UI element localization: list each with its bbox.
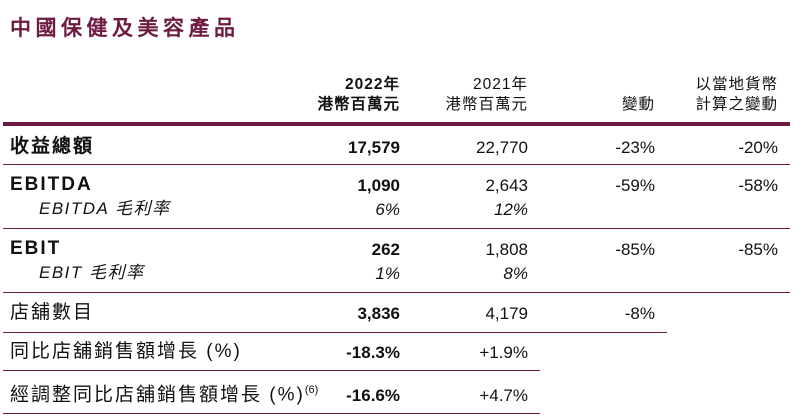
adjusted-sssg-label: 經調整同比店舖銷售額增長 (%)(6) xyxy=(3,370,318,415)
ebit-margin-label: EBIT 毛利率 xyxy=(3,260,253,293)
ebitda-margin-label: EBITDA 毛利率 xyxy=(3,196,253,229)
empty-cell xyxy=(540,333,667,371)
empty-cell xyxy=(667,196,790,229)
empty-cell xyxy=(667,260,790,293)
row-ebit-margin: EBIT 毛利率 1% 8% xyxy=(3,260,790,293)
empty-cell xyxy=(540,371,667,414)
sssg-2021-value: +1.9% xyxy=(412,332,540,371)
header-local-change: 以當地貨幣 計算之變動 xyxy=(667,75,790,126)
footnote-marker: (6) xyxy=(304,384,319,396)
header-2021: 2021年 港幣百萬元 xyxy=(412,75,540,126)
empty-cell xyxy=(540,196,667,229)
empty-cell xyxy=(540,260,667,293)
empty-cell xyxy=(667,333,790,371)
revenue-change-value: -23% xyxy=(540,124,667,165)
revenue-label: 收益總額 xyxy=(3,124,253,165)
sssg-2022-value: -18.3% xyxy=(253,332,412,371)
header-2022-year: 2022年 xyxy=(345,76,400,93)
empty-cell xyxy=(667,293,790,333)
adjusted-sssg-2021-value: +4.7% xyxy=(412,370,540,415)
adjusted-sssg-label-text: 經調整同比店舖銷售額增長 (%) xyxy=(10,384,305,406)
row-sssg: 同比店舖銷售額增長 (%) -18.3% +1.9% xyxy=(3,332,790,371)
ebit-label: EBIT xyxy=(10,238,62,259)
ebit-2022-value: 262 xyxy=(371,240,400,259)
header-2022: 2022年 港幣百萬元 xyxy=(253,75,412,126)
ebit-margin-2022-value: 1% xyxy=(253,260,412,293)
section-title: 中國保健及美容產品 xyxy=(10,17,240,40)
header-2022-unit: 港幣百萬元 xyxy=(317,96,400,113)
store-count-change-value: -8% xyxy=(540,292,667,333)
ebit-local-change-value: -85% xyxy=(738,240,778,259)
ebitda-change-value: -59% xyxy=(615,176,655,195)
header-local-change-line1: 以當地貨幣 xyxy=(695,76,778,93)
header-change: 變動 xyxy=(540,75,667,126)
row-ebitda-margin: EBITDA 毛利率 6% 12% xyxy=(3,196,790,229)
ebitda-2021-value: 2,643 xyxy=(485,176,528,195)
header-change-label: 變動 xyxy=(621,96,655,113)
empty-cell xyxy=(667,371,790,414)
ebitda-2022-value: 1,090 xyxy=(357,176,400,195)
row-revenue: 收益總額 17,579 22,770 -23% -20% xyxy=(3,124,790,165)
ebitda-margin-2021-value: 12% xyxy=(412,196,540,229)
report-section: 中國保健及美容產品 2022年 港幣百萬元 2021年 港幣百萬元 變動 xyxy=(0,12,806,415)
header-2021-unit: 港幣百萬元 xyxy=(445,96,528,113)
revenue-2022-value: 17,579 xyxy=(253,124,412,165)
header-local-change-line2: 計算之變動 xyxy=(695,96,778,113)
sssg-label: 同比店舖銷售額增長 (%) xyxy=(3,332,253,371)
row-store-count: 店舖數目 3,836 4,179 -8% xyxy=(3,292,790,333)
header-label-spacer xyxy=(3,75,253,126)
ebit-2021-value: 1,808 xyxy=(485,240,528,259)
store-count-2021-value: 4,179 xyxy=(412,292,540,333)
ebit-margin-2021-value: 8% xyxy=(412,260,540,293)
header-2021-year: 2021年 xyxy=(473,76,528,93)
ebitda-local-change-value: -58% xyxy=(738,176,778,195)
financial-summary-table: 2022年 港幣百萬元 2021年 港幣百萬元 變動 以當地貨幣 計算之變動 收… xyxy=(3,75,790,415)
revenue-2021-value: 22,770 xyxy=(412,124,540,165)
revenue-local-change-value: -20% xyxy=(667,124,790,165)
header-row: 2022年 港幣百萬元 2021年 港幣百萬元 變動 以當地貨幣 計算之變動 xyxy=(3,75,790,126)
store-count-2022-value: 3,836 xyxy=(253,292,412,333)
ebitda-label: EBITDA xyxy=(10,174,93,195)
ebit-change-value: -85% xyxy=(615,240,655,259)
row-ebitda: EBITDA 1,090 2,643 -59% -58% xyxy=(3,165,790,197)
row-adjusted-sssg: 經調整同比店舖銷售額增長 (%)(6) -16.6% +4.7% xyxy=(3,370,790,415)
ebitda-margin-2022-value: 6% xyxy=(253,196,412,229)
row-ebit: EBIT 262 1,808 -85% -85% xyxy=(3,229,790,261)
store-count-label: 店舖數目 xyxy=(3,292,253,333)
